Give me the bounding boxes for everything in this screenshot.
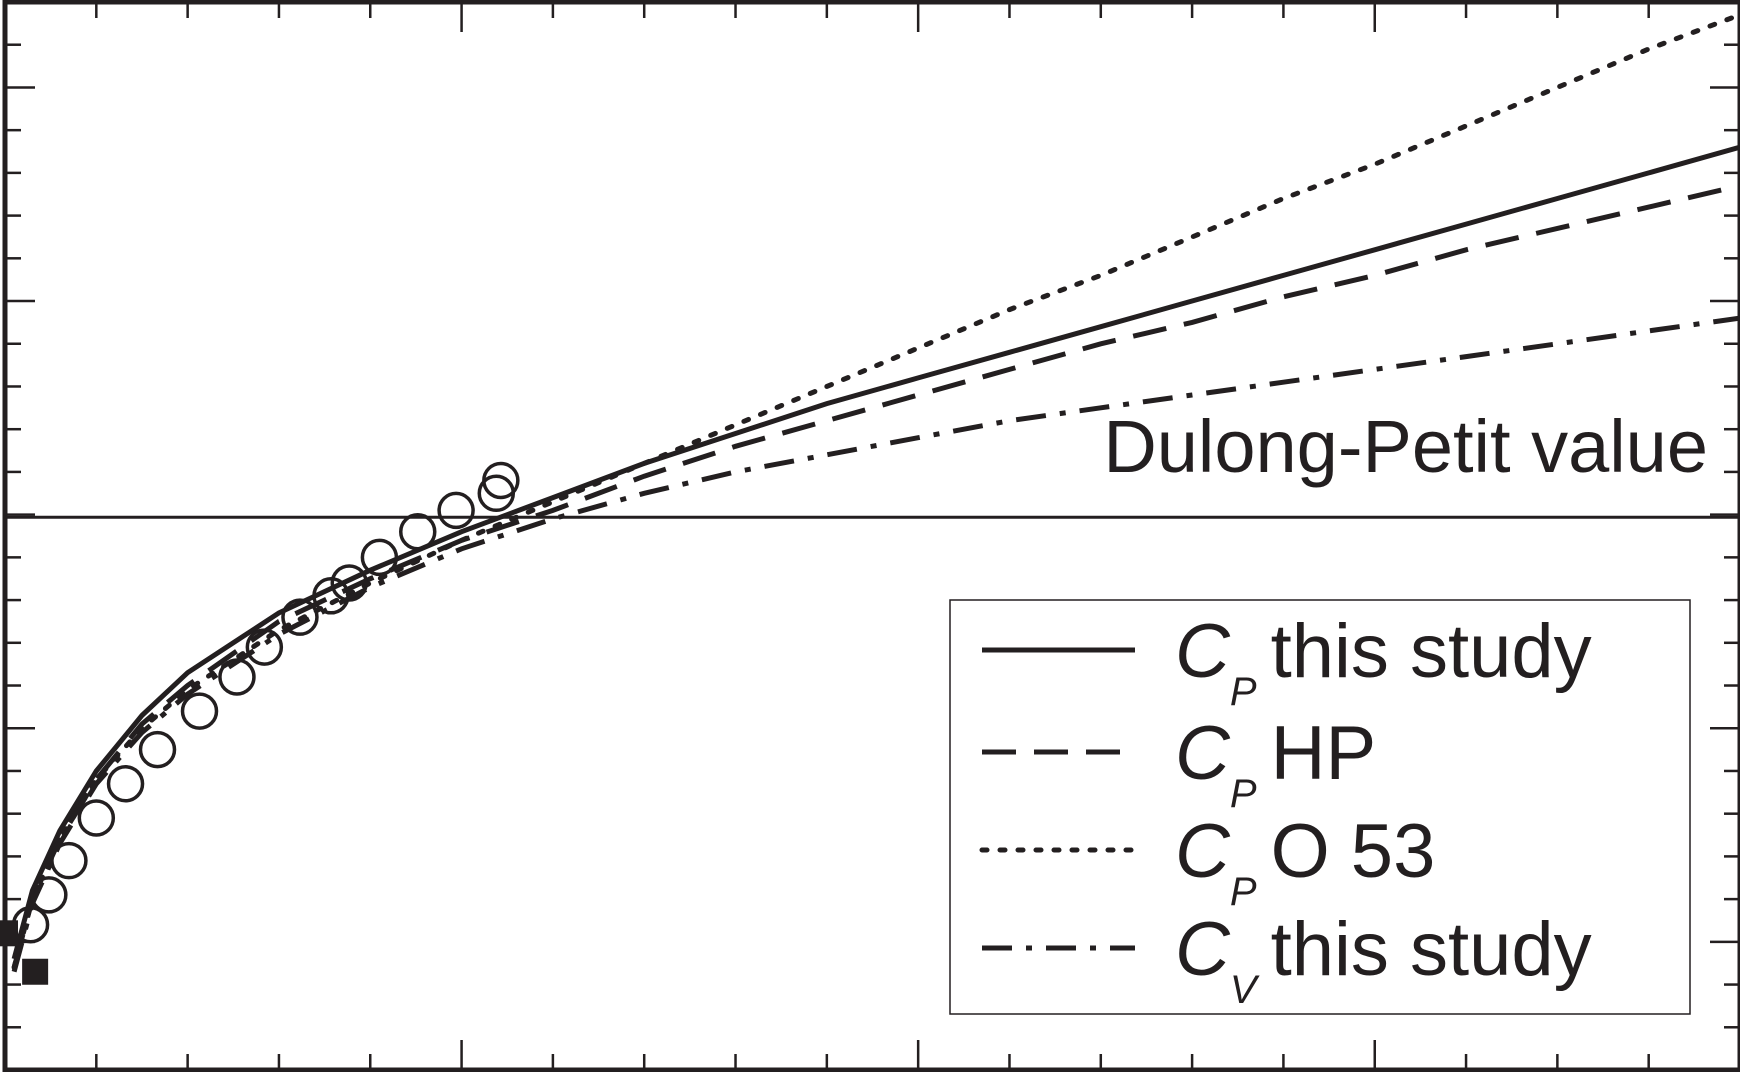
open-circle-point	[30, 876, 68, 914]
legend-label: CP this study	[1175, 609, 1592, 714]
open-circle-point	[398, 512, 437, 551]
axis-ticks	[3, 0, 1740, 1070]
open-circle-point	[281, 598, 319, 636]
series-line-cp-o-53	[11, 12, 1740, 970]
open-circle-point	[180, 692, 219, 730]
legend-symbol: C	[1175, 809, 1231, 894]
open-circle-point	[50, 841, 88, 880]
legend-subscript: V	[1230, 968, 1260, 1012]
open-circle-point	[360, 538, 399, 577]
open-circle-point	[330, 564, 369, 602]
legend-name: HP	[1271, 711, 1377, 796]
legend-box	[949, 599, 1691, 1015]
legend-label: CP HP	[1175, 711, 1376, 816]
open-circle-point	[482, 461, 520, 500]
open-circle-point	[77, 799, 116, 837]
legend-symbol: C	[1175, 609, 1231, 694]
legend-name: this study	[1271, 609, 1592, 694]
series-line-cp-hp	[11, 183, 1740, 969]
series-line-cp-this-study	[11, 144, 1740, 960]
series-curves	[11, 12, 1740, 973]
legend-label: CP O 53	[1175, 809, 1435, 914]
legend-subscript: P	[1230, 670, 1257, 714]
legend-subscript: P	[1230, 870, 1257, 914]
data-markers	[0, 461, 520, 985]
filled-square-point	[22, 958, 49, 985]
legend-name: this study	[1271, 907, 1592, 992]
legend-subscript: P	[1230, 772, 1257, 816]
open-circle-point	[437, 491, 475, 530]
open-circle-point	[138, 730, 177, 769]
legend-symbol: C	[1175, 711, 1231, 796]
open-circle-point	[106, 765, 145, 803]
legend-symbol: C	[1175, 907, 1231, 992]
dulong-petit-label: Dulong-Petit value	[1103, 405, 1708, 488]
open-circle-point	[245, 628, 284, 666]
series-line-cv-this-study	[11, 315, 1740, 973]
legend-name: O 53	[1271, 809, 1436, 894]
legend-label: CV this study	[1175, 907, 1592, 1012]
open-circle-point	[218, 658, 256, 696]
filled-square-point	[0, 920, 18, 947]
